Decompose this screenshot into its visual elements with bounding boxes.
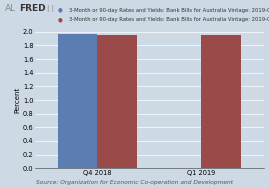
Text: Source: Organization for Economic Co-operation and Development: Source: Organization for Economic Co-ope… (36, 180, 233, 185)
Text: FRED: FRED (19, 4, 46, 13)
Bar (97, 35, 137, 168)
Text: ●: ● (58, 8, 63, 13)
Y-axis label: Percent: Percent (14, 87, 20, 113)
Bar (201, 35, 241, 168)
Text: ●: ● (58, 17, 63, 22)
Text: 3-Month or 90-day Rates and Yields: Bank Bills for Australia Vintage: 2019-01-15: 3-Month or 90-day Rates and Yields: Bank… (69, 8, 269, 13)
Text: 3-Month or 90-day Rates and Yields: Bank Bills for Australia Vintage: 2019-04-11: 3-Month or 90-day Rates and Yields: Bank… (69, 17, 269, 22)
Text: AL: AL (5, 4, 16, 13)
Bar (58, 34, 97, 168)
Text: | |: | | (47, 5, 54, 12)
